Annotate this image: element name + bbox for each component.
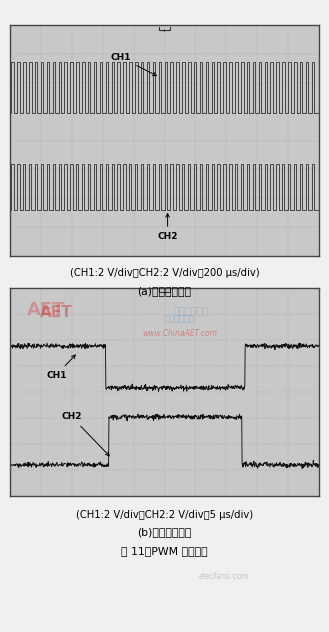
Text: 电子技术应用: 电子技术应用 — [165, 314, 195, 324]
Text: www.ChinaAET.com: www.ChinaAET.com — [142, 329, 217, 338]
Text: CH2: CH2 — [157, 214, 178, 241]
Text: (CH1:2 V/div，CH2:2 V/div，5 μs/div): (CH1:2 V/div，CH2:2 V/div，5 μs/div) — [76, 510, 253, 520]
Text: elecfans.com: elecfans.com — [198, 572, 249, 581]
Text: AET: AET — [27, 301, 65, 319]
Text: (b)局部放大波形: (b)局部放大波形 — [137, 527, 192, 537]
Text: CH1: CH1 — [46, 355, 75, 380]
Text: AET: AET — [40, 305, 73, 320]
Text: 电子技术应用: 电子技术应用 — [173, 305, 209, 315]
Text: 图 11　PWM 关　波形: 图 11 PWM 关 波形 — [121, 546, 208, 556]
Text: CH1: CH1 — [111, 53, 156, 76]
Text: CH2: CH2 — [62, 412, 109, 456]
Text: (CH1:2 V/div，CH2:2 V/div，200 μs/div): (CH1:2 V/div，CH2:2 V/div，200 μs/div) — [70, 268, 259, 278]
Text: (a)区域实测波形: (a)区域实测波形 — [138, 286, 191, 296]
